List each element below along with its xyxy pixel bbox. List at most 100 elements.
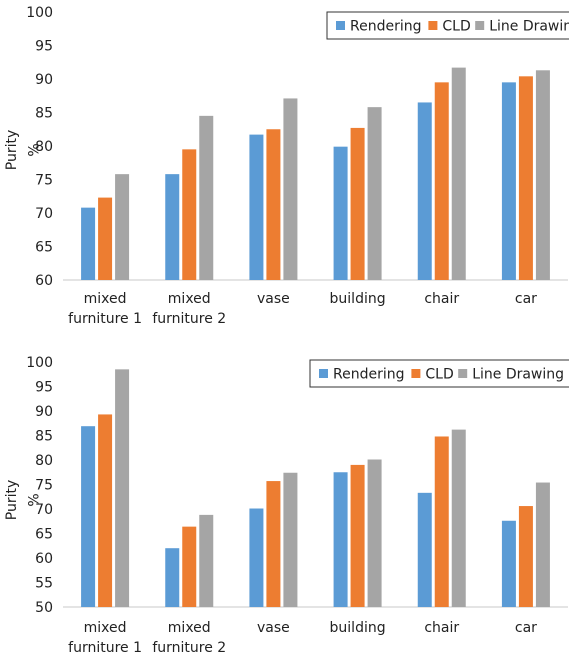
x-category-label: building xyxy=(330,620,386,636)
legend-label: Rendering xyxy=(333,367,405,383)
bar-rendering xyxy=(165,548,180,607)
bar-line-drawing xyxy=(535,70,550,280)
bar-cld xyxy=(266,481,281,607)
bar-cld xyxy=(518,76,533,280)
legend-label: Line Drawing xyxy=(489,19,569,35)
x-category-label: furniture 1 xyxy=(68,640,142,656)
y-tick-label: 85 xyxy=(35,106,53,122)
y-tick-label: 50 xyxy=(35,600,53,616)
bar-cld xyxy=(182,149,197,280)
x-category-label: chair xyxy=(424,291,459,307)
bar-cld xyxy=(98,197,113,280)
x-category-label: vase xyxy=(257,620,290,636)
legend-swatch-line-drawing xyxy=(475,21,485,30)
bar-line-drawing xyxy=(451,67,466,280)
bar-rendering xyxy=(501,82,516,280)
bar-rendering xyxy=(417,492,432,607)
bar-cld xyxy=(350,127,365,280)
y-tick-labels: 50 55 60 65 70 75 80 85 90 95 100 xyxy=(26,355,53,616)
x-category-label: mixed xyxy=(168,291,211,307)
legend: Rendering CLD Line Drawing xyxy=(309,359,569,388)
x-category-label: vase xyxy=(257,291,290,307)
x-category-label: furniture 2 xyxy=(152,311,226,327)
x-category-label: car xyxy=(515,620,537,636)
y-tick-label: 75 xyxy=(35,478,53,494)
bars xyxy=(81,369,550,607)
y-tick-label: 80 xyxy=(35,453,53,469)
legend-label: Line Drawing xyxy=(472,367,564,383)
bar-rendering xyxy=(249,134,264,280)
bar-line-drawing xyxy=(199,115,214,280)
y-tick-label: 100 xyxy=(26,355,53,371)
y-tick-label: 75 xyxy=(35,173,53,189)
bars xyxy=(81,67,550,281)
bar-rendering xyxy=(501,520,516,607)
legend-label: CLD xyxy=(425,367,453,383)
chart-1: 60 65 70 75 80 85 90 95 100 Purity % mixed furniture… xyxy=(4,5,569,327)
bar-rendering xyxy=(81,426,96,607)
y-axis-label-part: Purity xyxy=(4,130,20,171)
legend-box xyxy=(309,359,569,388)
y-tick-label: 55 xyxy=(35,576,53,592)
bar-rendering xyxy=(81,207,96,280)
y-tick-label: 70 xyxy=(35,502,53,518)
y-axis-label-part: Purity xyxy=(4,480,20,521)
bar-rendering xyxy=(417,102,432,280)
bar-line-drawing xyxy=(283,98,298,281)
legend-label: Rendering xyxy=(350,19,422,35)
bar-rendering xyxy=(333,472,348,607)
bar-rendering xyxy=(333,146,348,280)
x-category-label: car xyxy=(515,291,537,307)
y-tick-label: 65 xyxy=(35,240,53,256)
bar-line-drawing xyxy=(367,107,382,280)
legend-swatch-rendering xyxy=(336,21,345,30)
y-axis-label: Purity% xyxy=(4,480,42,521)
legend: Rendering CLD Line Drawing xyxy=(326,11,569,40)
bar-line-drawing xyxy=(115,369,130,607)
legend-swatch-line-drawing xyxy=(458,369,468,378)
bar-cld xyxy=(350,464,365,607)
y-axis-label: Purity% xyxy=(4,130,42,171)
x-category-label: furniture 1 xyxy=(68,311,142,327)
x-category-label: mixed xyxy=(168,620,211,636)
bar-line-drawing xyxy=(115,174,130,280)
y-axis-label-part: % xyxy=(26,143,42,156)
bar-cld xyxy=(266,129,281,280)
bar-line-drawing xyxy=(367,459,382,607)
x-category-labels: mixed furniture 1 mixed furniture 2 vase buil… xyxy=(68,291,537,327)
bar-line-drawing xyxy=(199,514,214,607)
y-tick-labels: 60 65 70 75 80 85 90 95 100 xyxy=(26,5,53,289)
y-tick-label: 70 xyxy=(35,206,53,222)
y-tick-label: 90 xyxy=(35,72,53,88)
bar-rendering xyxy=(165,174,180,280)
bar-cld xyxy=(434,82,449,280)
x-category-labels: mixed furniture 1 mixed furniture 2 vase buil… xyxy=(68,620,537,656)
y-axis-label-part: % xyxy=(26,493,42,506)
x-category-label: mixed xyxy=(84,291,127,307)
x-category-label: building xyxy=(330,291,386,307)
bar-rendering xyxy=(249,508,264,607)
legend-swatch-rendering xyxy=(319,369,328,378)
bar-cld xyxy=(434,436,449,607)
legend-swatch-cld xyxy=(428,21,438,30)
bar-cld xyxy=(518,506,533,607)
y-tick-label: 95 xyxy=(35,39,53,55)
x-category-label: chair xyxy=(424,620,459,636)
bar-cld xyxy=(182,526,197,607)
y-tick-label: 65 xyxy=(35,527,53,543)
chart-2: 50 55 60 65 70 75 80 85 90 95 100 Purity % mixed furni… xyxy=(4,355,569,656)
x-category-label: mixed xyxy=(84,620,127,636)
y-tick-label: 85 xyxy=(35,429,53,445)
legend-swatch-cld xyxy=(411,369,421,378)
y-tick-label: 90 xyxy=(35,404,53,420)
y-tick-label: 80 xyxy=(35,139,53,155)
y-tick-label: 100 xyxy=(26,5,53,21)
y-tick-label: 60 xyxy=(35,551,53,567)
y-tick-label: 95 xyxy=(35,380,53,396)
legend-label: CLD xyxy=(442,19,470,35)
x-category-label: furniture 2 xyxy=(152,640,226,656)
bar-line-drawing xyxy=(451,429,466,607)
y-tick-label: 60 xyxy=(35,273,53,289)
